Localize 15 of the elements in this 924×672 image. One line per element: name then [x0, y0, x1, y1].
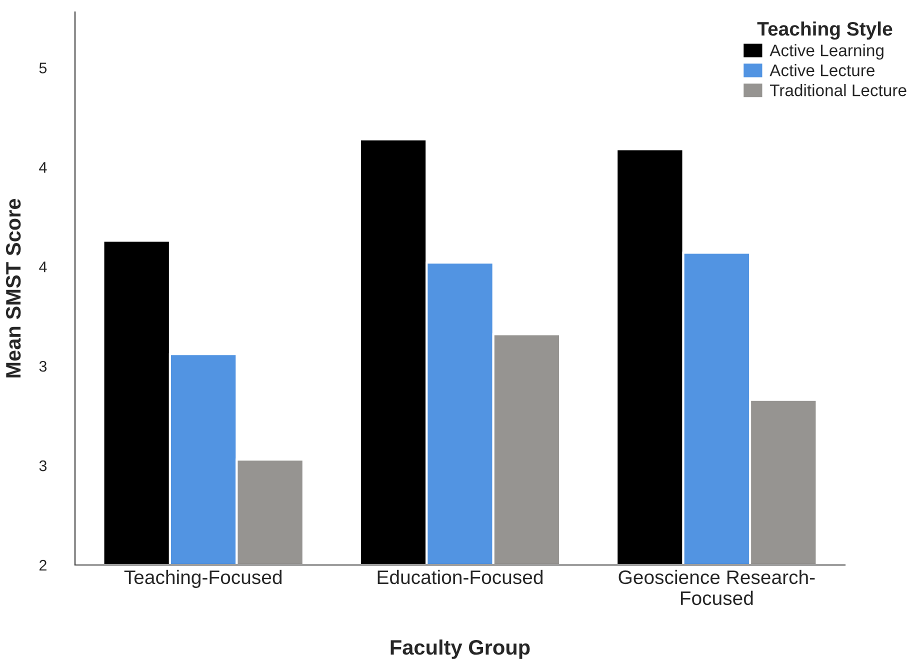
y-tick-label: 3 [39, 360, 47, 372]
y-axis-title: Mean SMST Score [6, 198, 21, 378]
legend-label: Active Lecture [770, 64, 874, 76]
legend-label: Traditional Lecture [770, 84, 906, 96]
legend-label: Active Learning [770, 44, 884, 60]
x-tick-label: Education-Focused [378, 570, 543, 584]
x-axis-title: Faculty Group [390, 639, 530, 659]
y-tick-label: 5 [39, 62, 47, 74]
y-tick-label: 2 [39, 560, 46, 571]
y-tick-label: 4 [39, 162, 47, 173]
legend-title: Teaching Style [757, 21, 892, 40]
x-tick-label: Teaching-Focused [124, 570, 282, 588]
y-tick-label: 3 [39, 460, 47, 472]
x-tick-label: Geoscience Research- Focused [618, 570, 815, 606]
y-tick-label: 4 [39, 262, 47, 272]
